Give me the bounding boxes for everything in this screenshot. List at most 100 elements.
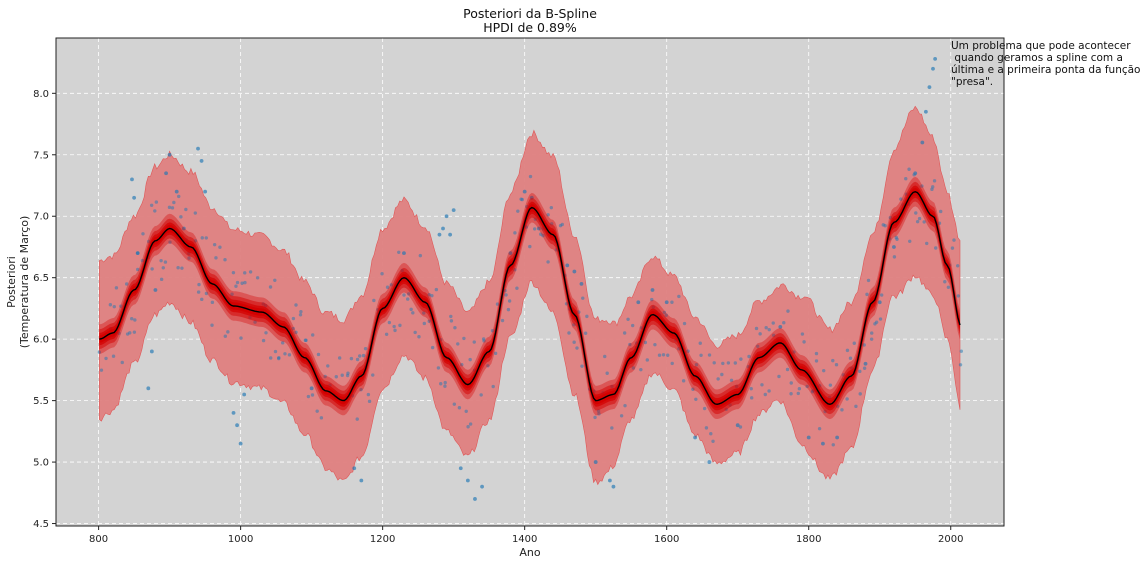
observation-point	[581, 296, 585, 300]
observation-point	[631, 366, 636, 370]
observation-point	[650, 297, 654, 302]
observation-point	[235, 280, 240, 285]
observation-point	[822, 368, 826, 373]
observation-point	[231, 270, 236, 275]
observation-point	[782, 321, 786, 325]
observation-point	[181, 226, 186, 231]
observation-point	[858, 392, 862, 396]
observation-point	[359, 478, 364, 483]
observation-point	[280, 341, 285, 345]
observation-point	[472, 340, 476, 344]
observation-point	[97, 350, 102, 354]
observation-point	[294, 303, 298, 307]
annotation-line-2: quando geramos a spline com a	[951, 52, 1123, 64]
observation-point	[451, 208, 456, 212]
observation-point	[778, 324, 783, 329]
observation-point	[427, 292, 431, 297]
observation-point	[707, 460, 712, 464]
observation-point	[797, 386, 802, 391]
observation-point	[831, 443, 835, 447]
observation-point	[223, 257, 227, 262]
observation-point	[506, 307, 511, 312]
observation-point	[210, 300, 215, 305]
observation-point	[583, 331, 588, 335]
plot-frame	[55, 37, 1005, 527]
observation-point	[437, 232, 442, 237]
observation-point	[168, 240, 172, 244]
x-tick-label: 800	[89, 534, 108, 545]
observation-point	[721, 361, 725, 366]
observation-point	[800, 332, 805, 336]
observation-point	[363, 346, 368, 351]
observation-point	[786, 309, 790, 313]
observation-point	[136, 267, 140, 272]
annotation: Um problema que pode acontecer quando ge…	[951, 40, 1140, 88]
observation-point	[607, 478, 612, 483]
observation-point	[443, 380, 447, 385]
observation-point	[852, 341, 856, 345]
observation-point	[565, 263, 570, 268]
observation-point	[159, 258, 163, 263]
observation-point	[441, 226, 445, 231]
observation-point	[519, 197, 523, 201]
observation-point	[493, 351, 498, 356]
observation-point	[707, 353, 712, 357]
observation-point	[436, 366, 441, 370]
x-tick-label: 1000	[228, 534, 253, 545]
observation-point	[298, 313, 303, 317]
y-axis-label-line1: Posteriori	[5, 256, 18, 308]
observation-point	[402, 251, 406, 256]
y-tick-label: 7.0	[33, 212, 49, 223]
observation-point	[914, 211, 918, 215]
observation-point	[132, 330, 137, 334]
x-tick-label: 1800	[796, 534, 821, 545]
observation-point	[927, 85, 932, 90]
x-tick-label: 1200	[370, 534, 395, 545]
observation-point	[814, 359, 819, 363]
observation-point	[124, 282, 129, 286]
observation-point	[959, 349, 963, 353]
observation-point	[367, 399, 372, 404]
y-tick-label: 5.0	[33, 458, 49, 469]
observation-point	[848, 356, 853, 360]
observation-point	[154, 200, 159, 204]
observation-point	[515, 286, 519, 290]
observation-point	[200, 297, 204, 302]
observation-point	[933, 56, 938, 61]
observation-point	[366, 392, 371, 397]
observation-point	[444, 214, 449, 219]
observation-point	[917, 216, 922, 221]
observation-point	[934, 246, 938, 250]
observation-point	[234, 284, 238, 288]
y-axis: 4.5 5.0 5.5 6.0 6.5 7.0 7.5 8.0	[33, 89, 56, 530]
observation-point	[681, 379, 686, 383]
observation-point	[806, 435, 811, 440]
annotation-line-4: "presa".	[951, 76, 993, 88]
observation-point	[239, 336, 243, 340]
observation-point	[486, 364, 490, 368]
observation-point	[500, 318, 505, 323]
observation-point	[835, 435, 840, 440]
observation-point	[704, 426, 709, 430]
observation-point	[473, 497, 477, 501]
observation-point	[104, 356, 108, 361]
observation-point	[915, 219, 920, 224]
observation-point	[619, 414, 624, 418]
observation-point	[528, 244, 532, 249]
observation-point	[821, 441, 825, 446]
observation-point	[413, 330, 417, 335]
observation-point	[828, 383, 833, 387]
observation-point	[187, 256, 191, 260]
observation-point	[273, 278, 277, 283]
y-tick-label: 6.0	[33, 335, 49, 346]
observation-point	[661, 353, 666, 357]
observation-point	[572, 340, 576, 344]
observation-point	[316, 352, 321, 357]
observation-point	[164, 171, 168, 176]
observation-point	[546, 213, 550, 217]
observation-point	[306, 394, 311, 399]
observation-point	[406, 297, 410, 301]
observation-point	[392, 324, 396, 329]
observation-point	[814, 351, 819, 356]
